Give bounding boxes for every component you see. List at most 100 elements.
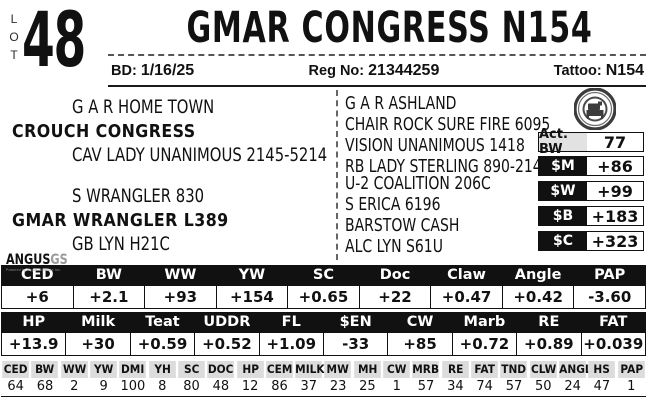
percentile-column-header: WW — [60, 361, 88, 378]
percentile-value-cell: 1 — [382, 378, 412, 397]
tattoo-field: Tattoo: N154 — [554, 62, 644, 80]
title-divider-top — [108, 54, 646, 56]
title-block: GMAR CONGRESS N154 BD: 1/16/25 Reg No: 2… — [105, 0, 648, 88]
page-title: GMAR CONGRESS N154 — [186, 3, 593, 53]
epd-value-cell: +0.52 — [194, 332, 260, 356]
epd-value-cell: +22 — [358, 285, 432, 309]
lot-word-vertical: L O T — [6, 10, 22, 64]
epd-column-header: $EN — [322, 312, 389, 333]
epd-value-cell: +0.42 — [501, 285, 575, 309]
identity-row: BD: 1/16/25 Reg No: 21344259 Tattoo: N15… — [108, 58, 646, 84]
badge-dollar-b: $B +183 — [538, 206, 644, 226]
percentile-column-header: BW — [31, 361, 59, 378]
epd-column-header: CED — [1, 265, 74, 286]
epd-value-cell: +85 — [387, 332, 453, 356]
percentile-value-cell: 64 — [1, 378, 31, 397]
percentile-column-header: ANGL — [559, 361, 592, 378]
angus-logo-wordmark: ANGUSGS — [6, 253, 68, 267]
percentile-column-header: TND — [500, 361, 528, 378]
percentile-column-header: HP — [236, 361, 264, 378]
percentile-column-header: DMI — [119, 361, 147, 378]
card-header: L O T 48 GMAR CONGRESS N154 BD: 1/16/25 … — [0, 0, 648, 88]
tattoo-value: N154 — [605, 62, 644, 79]
birth-date-field: BD: 1/16/25 — [111, 62, 194, 80]
sire-granddam-name: CAV LADY UNANIMOUS 2145-5214 — [72, 144, 328, 166]
table-header-row: HP Milk Teat UDDR FL $EN CW Marb RE FAT — [0, 312, 647, 333]
grandparent-name: BARSTOW CASH — [345, 216, 460, 236]
birth-date-label: BD: — [111, 63, 137, 79]
angus-gs-logo: ANGUSGS Powered by Angus Genetics Inc. — [6, 253, 68, 281]
percentile-value-cell: 23 — [323, 378, 353, 397]
badge-value: +99 — [587, 182, 643, 201]
percentile-column-header: YW — [90, 361, 118, 378]
percentile-column-header: YH — [148, 361, 176, 378]
epd-value-cell: -33 — [322, 332, 389, 356]
percentile-value-cell: 24 — [557, 378, 588, 397]
birth-date-value: 1/16/25 — [140, 62, 195, 79]
grandparent-name: CHAIR ROCK SURE FIRE 6095 — [345, 115, 551, 135]
table-header-row: CED BW WW YW SC Doc Claw Angle PAP — [1, 265, 646, 286]
percentile-value-cell: 9 — [88, 378, 119, 397]
percentile-value-cell: 68 — [30, 378, 60, 397]
epd-column-header: Angle — [501, 265, 575, 286]
epd-value-cell: +93 — [144, 285, 217, 309]
epd-column-header: FL — [258, 312, 324, 333]
percentile-value-cell: 74 — [470, 378, 500, 397]
percentile-column-header: DOC — [207, 361, 235, 378]
angus-seal-icon — [573, 87, 617, 131]
lot-identifier: L O T 48 — [0, 0, 105, 88]
grandparent-name: ALC LYN S61U — [345, 237, 443, 257]
percentile-value-cell: 48 — [206, 378, 236, 397]
percentile-column-header: FAT — [471, 361, 499, 378]
badge-label: $B — [539, 207, 587, 225]
percentile-value-cell: 57 — [499, 378, 529, 397]
epd-column-header: Teat — [129, 312, 196, 333]
epd-column-header: UDDR — [194, 312, 260, 333]
percentile-value-cell: 57 — [411, 378, 441, 397]
epd-table-row2: HP Milk Teat UDDR FL $EN CW Marb RE FAT +13.9 +30 +… — [0, 312, 647, 356]
percentile-column-header: HS — [588, 361, 616, 378]
tattoo-label: Tattoo: — [553, 63, 602, 79]
lot-letter-l: L — [10, 12, 18, 26]
badge-dollar-c: $C +323 — [538, 231, 644, 251]
angus-logo-tagline: Powered by Angus Genetics Inc. — [6, 268, 62, 272]
epd-value-cell: +0.72 — [451, 332, 518, 356]
percentile-value-cell: 34 — [440, 378, 470, 397]
lot-letter-t: T — [10, 48, 18, 62]
epd-table-row1-wrapper: CED BW WW YW SC Doc Claw Angle PAP +6 +2.1 +93 +154… — [0, 265, 648, 309]
epd-column-header: FAT — [580, 312, 647, 333]
title-divider-bottom — [108, 85, 646, 87]
percentile-value-cell: 86 — [264, 378, 295, 397]
table-row: +13.9 +30 +0.59 +0.52 +1.09 -33 +85 +0.72 +0.89 +… — [0, 332, 647, 356]
epd-column-header: Claw — [430, 265, 503, 286]
percentile-column-header: RE — [441, 361, 469, 378]
badge-label: $M — [539, 157, 587, 175]
badge-value: 77 — [587, 133, 643, 152]
epd-column-header: Milk — [65, 312, 131, 333]
epd-column-header: CW — [387, 312, 453, 333]
percentile-column-header: MRB — [412, 361, 440, 378]
percentile-column-header: CED — [2, 361, 30, 378]
epd-value-cell: +6 — [1, 285, 74, 309]
grandparent-name: G A R ASHLAND — [345, 94, 457, 114]
epd-value-cell: +30 — [65, 332, 131, 356]
index-badges-panel: Act. BW 77 $M +86 $W +99 $B +183 $C +323 — [538, 87, 646, 262]
epd-value-cell: +0.65 — [287, 285, 360, 309]
percentile-column-header: PAP — [617, 361, 645, 378]
epd-column-header: PAP — [573, 265, 646, 286]
pedigree-column-divider — [336, 90, 338, 260]
badge-act-bw: Act. BW 77 — [538, 127, 644, 157]
percentile-value-cell: 100 — [118, 378, 148, 397]
epd-table-row2-wrapper: HP Milk Teat UDDR FL $EN CW Marb RE FAT +13.9 +30 +… — [0, 312, 648, 356]
epd-value-cell: +0.59 — [129, 332, 196, 356]
badge-dollar-w: $W +99 — [538, 181, 644, 201]
epd-column-header: Doc — [358, 265, 432, 286]
epd-column-header: HP — [0, 312, 67, 333]
dam-grandsire-name: S WRANGLER 830 — [72, 185, 205, 207]
badge-dollar-m: $M +86 — [538, 156, 644, 176]
grandparent-name: VISION UNANIMOUS 1418 — [345, 136, 525, 156]
registration-field: Reg No: 21344259 — [194, 62, 553, 80]
grandparent-name: RB LADY STERLING 890-2145 — [345, 157, 551, 177]
percentile-value-cell: 25 — [352, 378, 383, 397]
